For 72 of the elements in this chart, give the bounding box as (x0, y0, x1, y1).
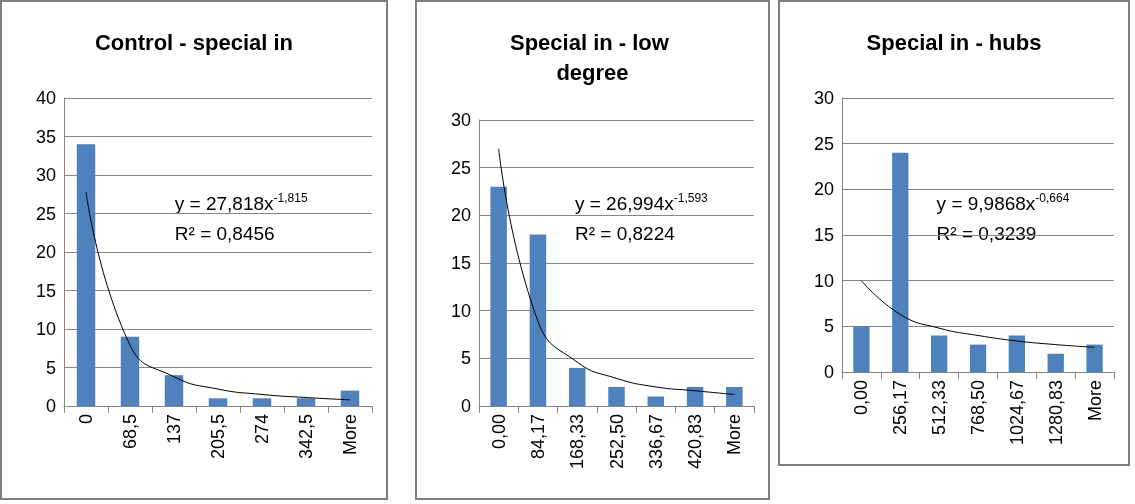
y-tick-label: 0 (823, 362, 834, 382)
y-tick-label: 5 (460, 348, 471, 369)
bar (208, 398, 228, 406)
x-tick-label: 168,33 (567, 414, 588, 470)
x-tick-label: 0 (76, 414, 96, 425)
bar (340, 390, 360, 406)
bar (1086, 344, 1103, 372)
bar (490, 186, 507, 406)
x-tick-label: More (724, 414, 745, 456)
x-tick-label: 205,5 (208, 414, 228, 460)
bar (1008, 335, 1026, 372)
x-tick-label: 84,17 (527, 414, 548, 460)
y-tick-label: 35 (35, 126, 56, 147)
bar (296, 398, 316, 406)
bar (120, 336, 140, 406)
x-tick-label: 342,5 (296, 414, 316, 460)
bar (608, 386, 625, 406)
bar (76, 144, 96, 406)
bar (529, 234, 547, 406)
y-tick-label: 25 (450, 157, 471, 178)
y-tick-label: 10 (450, 300, 471, 321)
x-tick-label: 0,00 (488, 414, 509, 450)
bar (252, 398, 272, 406)
chart-title: Special in - low degree (509, 29, 676, 85)
x-tick-label: 512,33 (929, 380, 950, 436)
x-tick-label: 274 (252, 414, 272, 445)
bar (892, 152, 909, 372)
annotation: R² = 0,8456 (174, 223, 275, 244)
y-tick-label: 15 (35, 280, 56, 301)
line-series (498, 148, 735, 396)
x-tick-label: 137 (164, 414, 184, 445)
line-series (85, 191, 351, 401)
x-tick-label: 1280,83 (1045, 380, 1066, 446)
bar (853, 326, 870, 372)
line-series (860, 280, 1096, 348)
y-tick-label: 25 (813, 133, 834, 154)
x-tick-label: 0,00 (851, 380, 872, 416)
annotation: R² = 0,8224 (574, 223, 676, 244)
bar (164, 375, 184, 406)
y-tick-label: 30 (35, 165, 56, 185)
y-tick-label: 5 (45, 357, 56, 378)
x-tick-label: More (1084, 380, 1105, 422)
x-tick-label: 252,50 (606, 414, 627, 470)
y-tick-label: 5 (823, 316, 834, 337)
x-tick-label: 68,5 (120, 414, 140, 450)
chart-title: Control - special in (94, 29, 294, 55)
y-tick-label: 15 (813, 225, 834, 245)
annotation: R² = 0,3239 (936, 223, 1037, 244)
y-tick-label: 30 (813, 88, 834, 108)
y-tick-label: 20 (813, 179, 834, 200)
bar (726, 386, 743, 406)
y-tick-label: 30 (450, 110, 471, 130)
x-tick-label: More (340, 414, 360, 456)
bar (686, 386, 704, 406)
y-tick-label: 40 (35, 88, 56, 108)
y-tick-label: 20 (35, 242, 56, 262)
chart-title: Special in - hubs (866, 29, 1042, 55)
y-tick-label: 10 (35, 319, 56, 339)
bar (647, 396, 665, 406)
bar (930, 335, 948, 372)
bar (568, 367, 586, 406)
bar (969, 344, 987, 372)
y-tick-label: 10 (813, 270, 834, 291)
x-tick-label: 1024,67 (1006, 380, 1027, 446)
x-tick-label: 420,83 (685, 414, 706, 470)
bar (1047, 353, 1064, 372)
x-tick-label: 256,17 (890, 380, 911, 436)
x-tick-label: 336,67 (645, 414, 666, 470)
y-tick-label: 15 (450, 253, 471, 273)
x-tick-label: 768,50 (968, 380, 988, 436)
y-tick-label: 25 (35, 203, 56, 224)
y-tick-label: 20 (450, 205, 471, 226)
